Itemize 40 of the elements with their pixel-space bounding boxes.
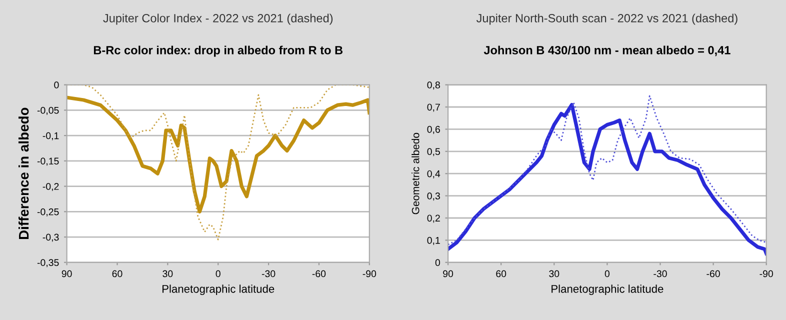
y-tick-label: -0,35 (37, 259, 59, 268)
y-tick-label: -0,15 (37, 158, 59, 166)
y-axis-title: Geometric albedo (412, 132, 420, 214)
chart-subtitle: Johnson B 430/100 nm - mean albedo = 0,41 (484, 46, 730, 56)
x-tick-label: -30 (654, 270, 667, 278)
x-axis-title: Planetographic latitude (552, 284, 664, 296)
y-tick-label: 0,2 (427, 214, 440, 223)
line-series (66, 96, 370, 214)
x-tick-label: 30 (549, 270, 560, 278)
x-tick-label: -60 (312, 270, 326, 278)
y-tick-label: -0,05 (37, 106, 59, 115)
x-tick-label: -90 (362, 270, 376, 278)
chart-title: Jupiter Color Index - 2022 vs 2021 (dashed) (103, 14, 333, 25)
chart-title: Jupiter North-South scan - 2022 vs 2021 (dashed) (476, 14, 738, 25)
x-tick-label: 90 (62, 270, 72, 278)
y-tick-label: 0,4 (427, 170, 440, 178)
y-tick-label: 0,3 (427, 192, 440, 201)
y-tick-label: 0,8 (427, 82, 440, 90)
x-tick-label: 60 (112, 270, 122, 278)
chart-subtitle: B-Rc color index: drop in albedo from R to B (94, 46, 343, 57)
x-tick-label: 0 (216, 270, 220, 278)
y-tick-label: 0,7 (427, 104, 440, 112)
x-tick-label: 30 (162, 270, 173, 278)
y-tick-label: -0,1 (42, 132, 59, 140)
y-tick-label: -0,25 (37, 208, 59, 216)
y-axis-title: Difference in albedo (18, 108, 29, 240)
x-tick-label: 60 (496, 270, 506, 278)
x-tick-label: 0 (604, 270, 610, 278)
x-axis-title: Planetographic latitude (162, 284, 274, 296)
y-tick-label: 0,6 (427, 126, 440, 134)
x-tick-label: -90 (760, 270, 773, 278)
x-tick-label: -60 (706, 270, 720, 278)
y-tick-label: 0 (54, 82, 59, 88)
x-tick-label: -30 (262, 270, 276, 278)
x-tick-label: 90 (443, 270, 454, 278)
y-tick-label: 0,1 (427, 236, 440, 245)
y-tick-label: -0,3 (42, 234, 59, 242)
y-tick-label: 0,5 (427, 148, 440, 156)
y-tick-label: -0,2 (42, 183, 59, 192)
y-tick-label: 0 (435, 259, 440, 266)
